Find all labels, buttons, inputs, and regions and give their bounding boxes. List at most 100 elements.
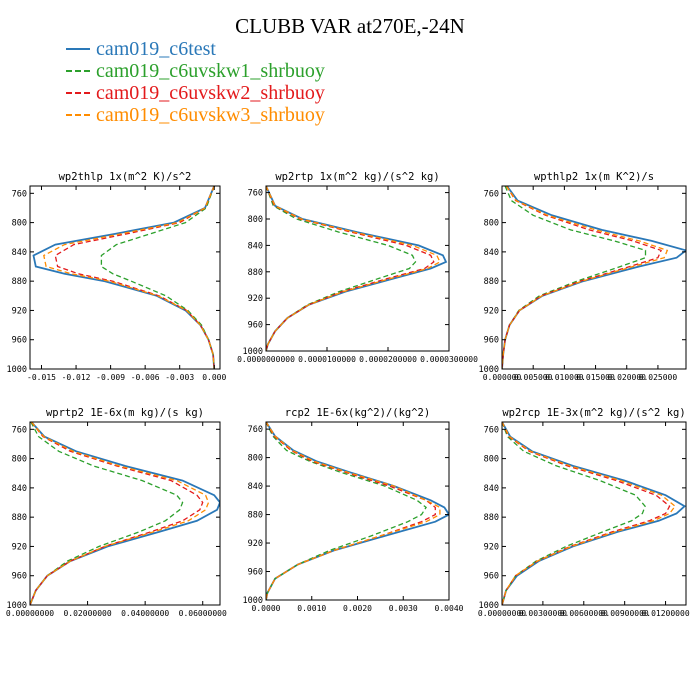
- series-line-cam019_c6uvskw3_shrbuoy: [30, 422, 210, 605]
- y-tick-label: 1000: [7, 601, 27, 611]
- legend-item-c6uvskw2: cam019_c6uvskw2_shrbuoy: [66, 82, 325, 104]
- y-tick-label: 840: [484, 248, 499, 258]
- series-line-cam019_c6uvskw1_shrbuoy: [502, 422, 646, 605]
- x-tick-label: 0.0000300000: [420, 355, 478, 364]
- legend-item-c6uvskw1: cam019_c6uvskw1_shrbuoy: [66, 60, 325, 82]
- series-line-cam019_c6uvskw1_shrbuoy: [266, 422, 427, 600]
- y-tick-label: 1000: [479, 365, 499, 375]
- x-tick-label: -0.012: [62, 373, 91, 382]
- y-tick-label: 840: [248, 482, 263, 492]
- x-tick-label: 0.0040: [435, 604, 464, 613]
- series-line-cam019_c6uvskw2_shrbuoy: [54, 186, 215, 369]
- legend-line: [66, 92, 90, 94]
- x-tick-label: 0.015000: [576, 373, 615, 382]
- series-line-cam019_c6uvskw3_shrbuoy: [502, 422, 676, 605]
- x-tick-label: -0.009: [96, 373, 125, 382]
- series-line-cam019_c6uvskw2_shrbuoy: [30, 422, 204, 605]
- y-tick-label: 1000: [7, 365, 27, 375]
- x-tick-label: 0.025000: [639, 373, 678, 382]
- y-tick-label: 880: [248, 268, 263, 278]
- legend-label: cam019_c6test: [96, 37, 216, 60]
- legend-label: cam019_c6uvskw1_shrbuoy: [96, 59, 325, 82]
- y-tick-label: 840: [484, 484, 499, 494]
- y-tick-label: 960: [12, 336, 27, 346]
- x-tick-label: 0.000000: [483, 373, 522, 382]
- panel-title: wprtp2 1E-6x(m kg)/(s kg): [46, 407, 204, 419]
- series-line-cam019_c6test: [266, 422, 449, 600]
- panel-5: rcp2 1E-6x(kg^2)/(kg^2) 760 800 840 880 920 96…: [243, 407, 464, 613]
- y-tick-label: 880: [12, 277, 27, 287]
- y-tick-label: 960: [248, 321, 263, 331]
- y-tick-label: 880: [484, 513, 499, 523]
- x-tick-label: 0.005000: [514, 373, 553, 382]
- page-title: CLUBB VAR at270E,-24N: [235, 14, 465, 38]
- y-tick-label: 1000: [479, 601, 499, 611]
- legend-item-c6uvskw3: cam019_c6uvskw3_shrbuoy: [66, 104, 325, 126]
- series-line-cam019_c6uvskw3_shrbuoy: [43, 186, 215, 369]
- x-tick-label: 0.0000000000: [237, 355, 295, 364]
- panel-title: rcp2 1E-6x(kg^2)/(kg^2): [285, 407, 430, 419]
- y-tick-label: 960: [12, 572, 27, 582]
- series-line-cam019_c6uvskw3_shrbuoy: [266, 422, 441, 600]
- y-tick-label: 960: [484, 572, 499, 582]
- series-line-cam019_c6test: [30, 422, 220, 605]
- y-tick-label: 960: [248, 568, 263, 578]
- panel-title: wpthlp2 1x(m K^2)/s: [534, 171, 654, 183]
- y-tick-label: 760: [248, 425, 263, 435]
- x-tick-label: 0.020000: [607, 373, 646, 382]
- y-tick-label: 760: [248, 189, 263, 199]
- y-tick-label: 800: [248, 215, 263, 225]
- legend-item-c6test: cam019_c6test: [66, 38, 325, 60]
- x-tick-label: 0.000: [202, 373, 226, 382]
- x-tick-label: 0.00300000: [519, 609, 567, 618]
- y-tick-label: 840: [12, 484, 27, 494]
- panel-4: wprtp2 1E-6x(m kg)/(s kg) 760 800 840 880 920…: [6, 407, 227, 618]
- x-tick-label: -0.015: [27, 373, 56, 382]
- plot-frame: [501, 421, 687, 606]
- plot-frame: [29, 421, 221, 606]
- plot-frame: [501, 185, 687, 370]
- y-tick-label: 880: [484, 277, 499, 287]
- y-tick-label: 960: [484, 336, 499, 346]
- series-line-cam019_c6uvskw2_shrbuoy: [502, 422, 671, 605]
- series-line-cam019_c6test: [266, 186, 448, 351]
- plot-frame: [265, 185, 450, 352]
- y-tick-label: 760: [484, 425, 499, 435]
- y-tick-label: 760: [12, 425, 27, 435]
- y-tick-label: 800: [12, 219, 27, 229]
- x-tick-label: 0.00000000: [6, 609, 54, 618]
- x-tick-label: 0.00000000: [478, 609, 526, 618]
- x-tick-label: -0.003: [165, 373, 194, 382]
- x-tick-label: 0.0010: [297, 604, 326, 613]
- x-tick-label: 0.00900000: [601, 609, 649, 618]
- panel-title: wp2thlp 1x(m^2 K)/s^2: [59, 171, 192, 183]
- panel-6: wp2rcp 1E-3x(m^2 kg)/(s^2 kg)760 800 840 88…: [478, 407, 690, 618]
- y-tick-label: 800: [248, 454, 263, 464]
- y-tick-label: 920: [248, 294, 263, 304]
- y-tick-label: 920: [484, 306, 499, 316]
- x-tick-label: 0.01200000: [641, 609, 689, 618]
- y-tick-label: 800: [484, 455, 499, 465]
- series-line-cam019_c6uvskw2_shrbuoy: [502, 186, 662, 369]
- panel-2: wp2rtp 1x(m^2 kg)/(s^2 kg) 760 800 840 880 92…: [237, 171, 478, 364]
- legend-line: [66, 114, 90, 116]
- panel-title: wp2rtp 1x(m^2 kg)/(s^2 kg): [275, 171, 439, 183]
- legend-line: [66, 48, 90, 50]
- series-line-cam019_c6uvskw1_shrbuoy: [266, 186, 417, 351]
- panel-3: wpthlp2 1x(m K^2)/s 760 800 840 880 920 960 100…: [479, 171, 687, 382]
- legend-line: [66, 70, 90, 72]
- series-line-cam019_c6uvskw1_shrbuoy: [100, 186, 215, 369]
- y-tick-label: 1000: [243, 596, 263, 606]
- y-tick-label: 920: [248, 539, 263, 549]
- series-line-cam019_c6uvskw1_shrbuoy: [30, 422, 184, 605]
- x-tick-label: 0.010000: [545, 373, 584, 382]
- y-tick-label: 760: [12, 189, 27, 199]
- series-line-cam019_c6test: [32, 186, 216, 369]
- x-tick-label: 0.02000000: [63, 609, 111, 618]
- plot-frame: [29, 185, 221, 370]
- panel-1: wp2thlp 1x(m^2 K)/s^2 760 800 840 880 920 960 1…: [7, 171, 227, 382]
- x-tick-label: 0.0030: [389, 604, 418, 613]
- x-tick-label: 0.00600000: [560, 609, 608, 618]
- y-tick-label: 840: [12, 248, 27, 258]
